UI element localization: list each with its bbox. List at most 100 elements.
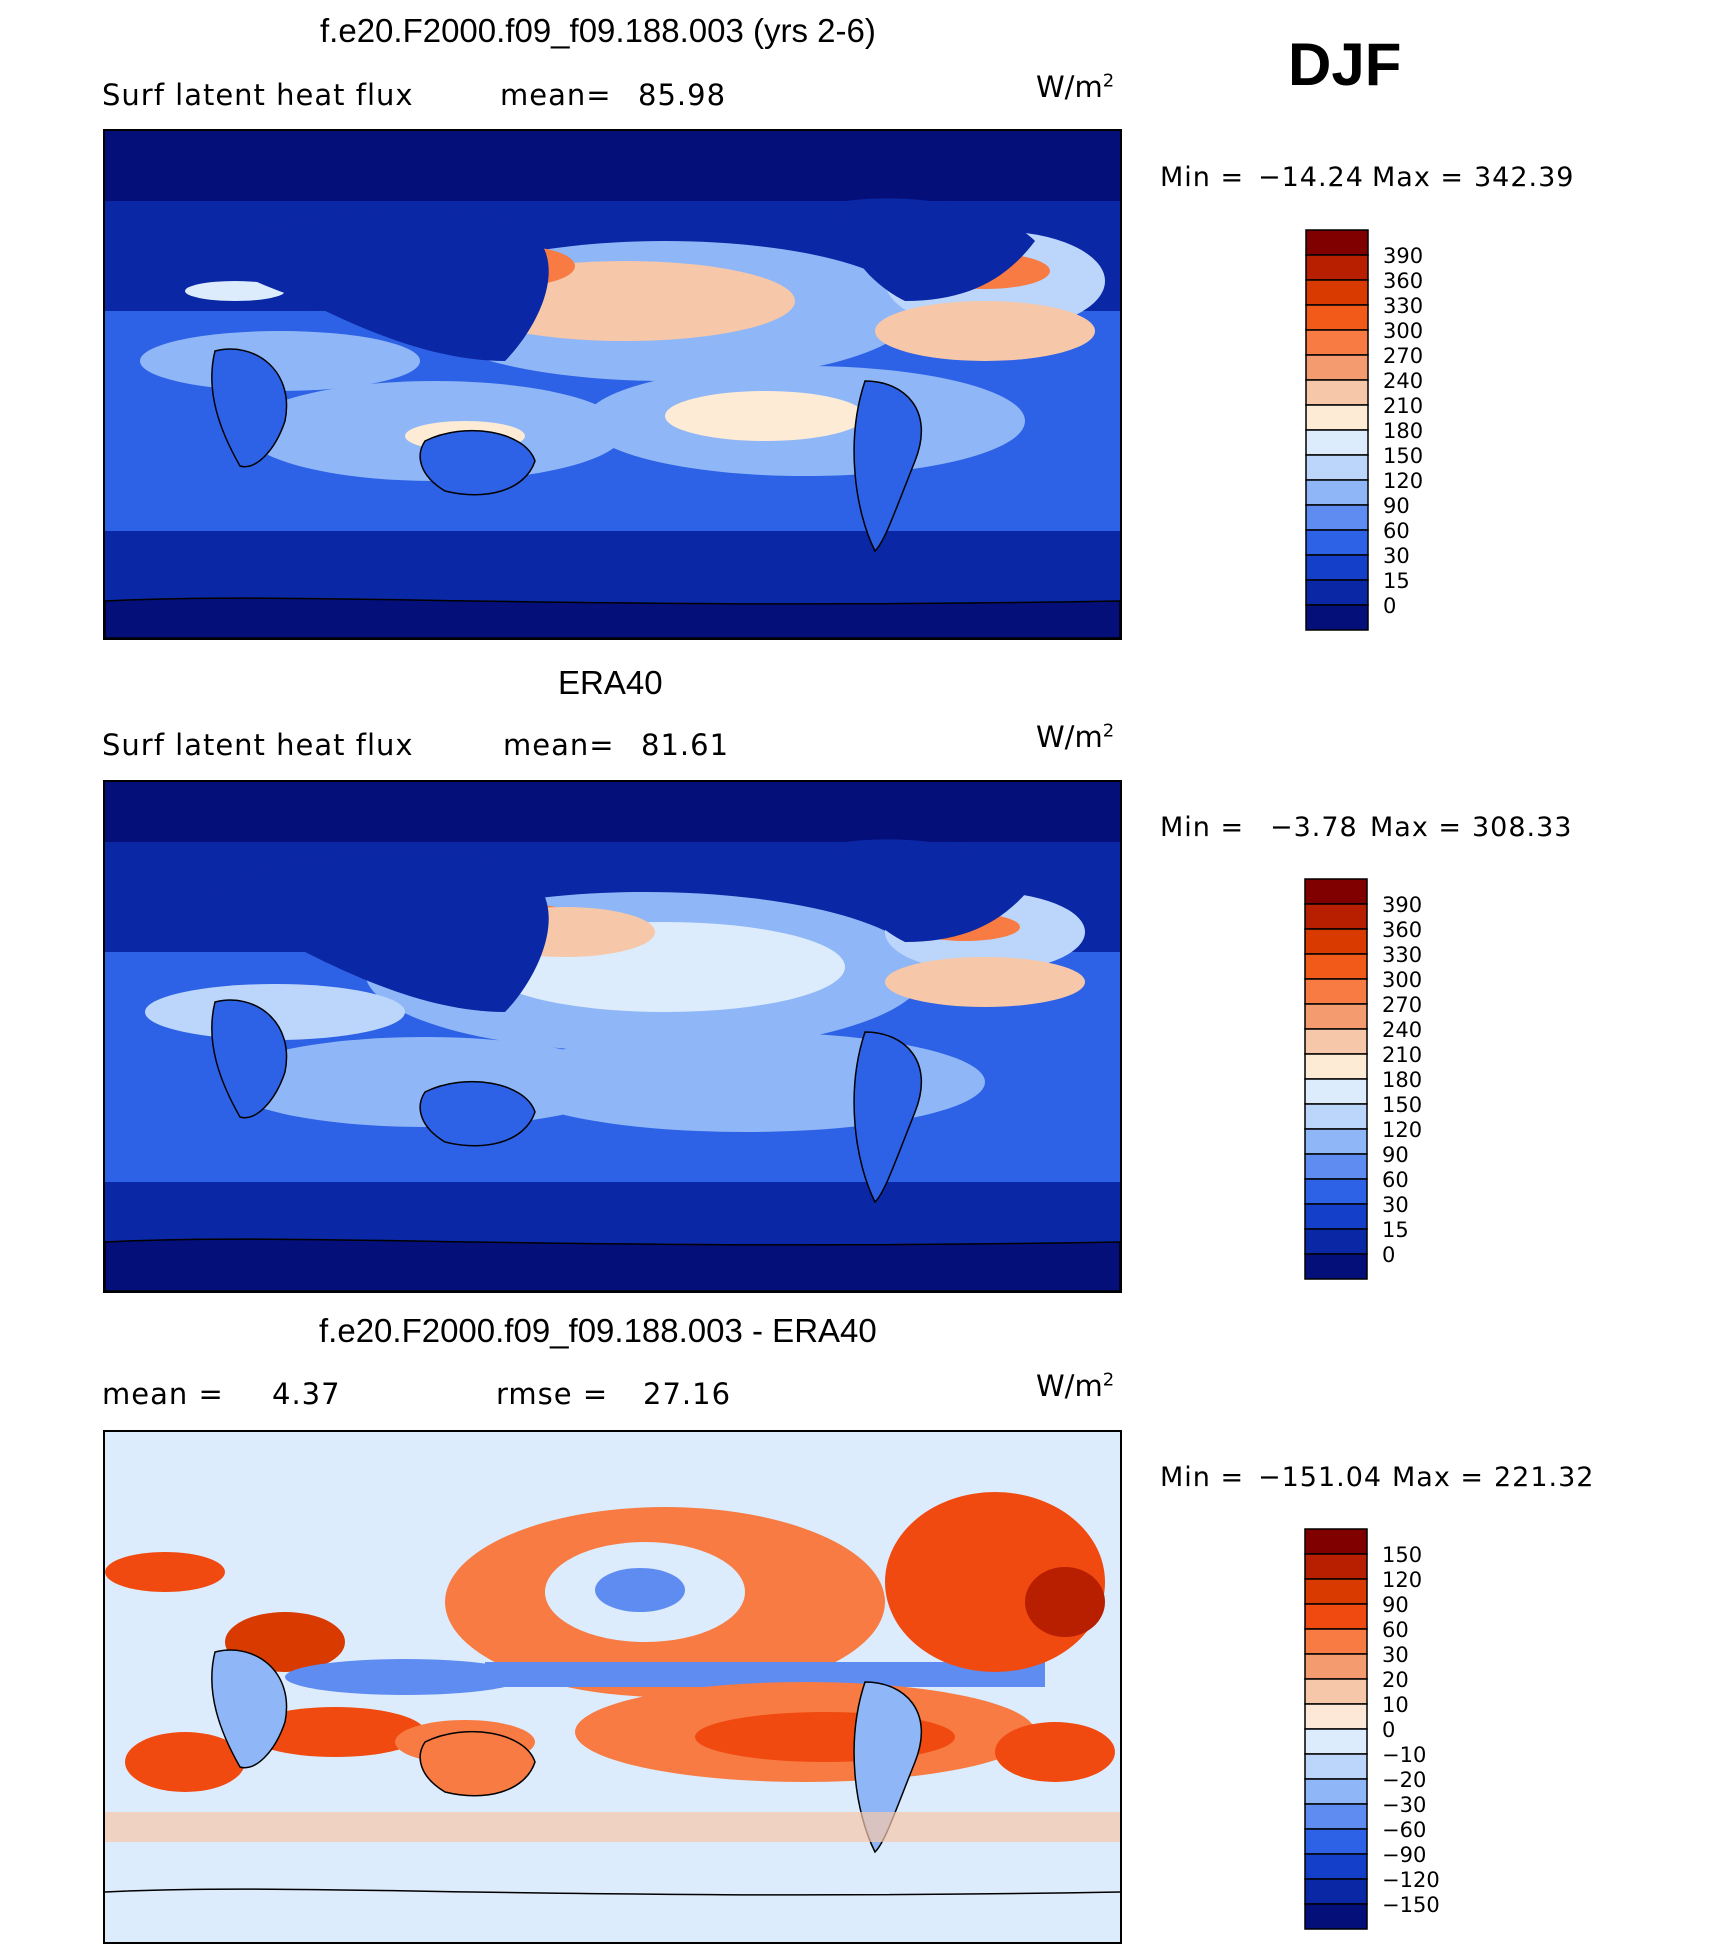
- panel2-map: [103, 780, 1122, 1293]
- colorbar-swatch: [1305, 554, 1369, 581]
- panel2-mean-label: mean=: [503, 728, 615, 762]
- panel3-mean-label: mean =: [102, 1377, 224, 1411]
- colorbar-swatch: [1304, 1678, 1368, 1705]
- colorbar-swatch: [1305, 329, 1369, 356]
- colorbar-label: −150: [1382, 1893, 1440, 1917]
- colorbar-label: 270: [1382, 993, 1422, 1017]
- panel2-max-value: 308.33: [1472, 812, 1573, 843]
- colorbar-label: 330: [1383, 294, 1423, 318]
- colorbar-label: 150: [1382, 1093, 1422, 1117]
- colorbar-swatch: [1304, 1578, 1368, 1605]
- panel3-min-label: Min =: [1160, 1462, 1245, 1493]
- colorbar-label: −120: [1382, 1868, 1440, 1892]
- colorbar-swatch: [1304, 1753, 1368, 1780]
- colorbar-swatch: [1304, 1003, 1368, 1030]
- panel3-colorbar: 150 120 90 60 30 20 10 0 −10 −20 −30 −60 −90 −120 −150: [1304, 1528, 1464, 1937]
- colorbar-swatch: [1304, 1903, 1368, 1930]
- colorbar-label: −10: [1382, 1743, 1426, 1767]
- panel1-max-label: Max =: [1372, 162, 1465, 193]
- colorbar-swatch: [1305, 454, 1369, 481]
- colorbar-swatch: [1305, 604, 1369, 631]
- colorbar-label: 330: [1382, 943, 1422, 967]
- colorbar-swatch: [1304, 1778, 1368, 1805]
- panel1-mean-label: mean=: [500, 78, 612, 112]
- colorbar-label: 20: [1382, 1668, 1409, 1692]
- colorbar-label: 30: [1382, 1643, 1409, 1667]
- colorbar-label: 180: [1382, 1068, 1422, 1092]
- colorbar-swatch: [1304, 878, 1368, 905]
- colorbar-swatch: [1304, 1103, 1368, 1130]
- colorbar-swatch: [1304, 928, 1368, 955]
- panel3-map: [103, 1430, 1122, 1944]
- colorbar-swatch: [1304, 1803, 1368, 1830]
- colorbar-swatch: [1304, 1178, 1368, 1205]
- colorbar-label: 90: [1382, 1593, 1409, 1617]
- colorbar-swatch: [1305, 379, 1369, 406]
- colorbar-swatch: [1304, 1153, 1368, 1180]
- colorbar-swatch: [1305, 229, 1369, 256]
- panel1-min-value: −14.24: [1258, 162, 1364, 193]
- colorbar-label: −30: [1382, 1793, 1426, 1817]
- colorbar-swatch: [1304, 1203, 1368, 1230]
- colorbar-swatch: [1304, 1828, 1368, 1855]
- colorbar-label: 0: [1382, 1718, 1395, 1742]
- colorbar-swatch: [1304, 1603, 1368, 1630]
- colorbar-swatch: [1304, 1853, 1368, 1880]
- colorbar-label: −90: [1382, 1843, 1426, 1867]
- panel2-mean-value: 81.61: [641, 728, 730, 762]
- colorbar-label: 150: [1383, 444, 1423, 468]
- colorbar-label: 30: [1382, 1193, 1409, 1217]
- panel1-title: f.e20.F2000.f09_f09.188.003 (yrs 2-6): [320, 12, 876, 49]
- colorbar-label: 210: [1383, 394, 1423, 418]
- colorbar-label: 300: [1383, 319, 1423, 343]
- colorbar-label: 30: [1383, 544, 1410, 568]
- panel1-max-value: 342.39: [1474, 162, 1575, 193]
- colorbar-swatch: [1305, 529, 1369, 556]
- colorbar-label: 390: [1382, 893, 1422, 917]
- panel1-map: [103, 129, 1122, 640]
- colorbar-swatch: [1305, 254, 1369, 281]
- colorbar-label: 240: [1383, 369, 1423, 393]
- panel2-unit: W/m2: [1036, 720, 1115, 754]
- panel3-rmse-value: 27.16: [643, 1377, 732, 1411]
- panel3-min-value: −151.04: [1258, 1462, 1383, 1493]
- colorbar-swatch: [1304, 1553, 1368, 1580]
- colorbar-label: 180: [1383, 419, 1423, 443]
- colorbar-swatch: [1305, 429, 1369, 456]
- colorbar-label: 300: [1382, 968, 1422, 992]
- colorbar-label: 60: [1383, 519, 1410, 543]
- panel1-variable-label: Surf latent heat flux: [102, 78, 414, 112]
- colorbar-label: 90: [1382, 1143, 1409, 1167]
- colorbar-swatch: [1304, 1628, 1368, 1655]
- colorbar-swatch: [1304, 1728, 1368, 1755]
- colorbar-label: 0: [1383, 594, 1396, 618]
- colorbar-label: 120: [1382, 1118, 1422, 1142]
- colorbar-label: 360: [1383, 269, 1423, 293]
- colorbar-swatch: [1305, 404, 1369, 431]
- colorbar-swatch: [1304, 1053, 1368, 1080]
- colorbar-swatch: [1304, 1653, 1368, 1680]
- colorbar-label: 360: [1382, 918, 1422, 942]
- colorbar-swatch: [1305, 304, 1369, 331]
- panel2-min-label: Min =: [1160, 812, 1245, 843]
- colorbar-swatch: [1304, 1228, 1368, 1255]
- colorbar-swatch: [1305, 479, 1369, 506]
- panel3-title: f.e20.F2000.f09_f09.188.003 - ERA40: [319, 1312, 877, 1349]
- colorbar-label: 120: [1382, 1568, 1422, 1592]
- season-label: DJF: [1288, 31, 1402, 98]
- panel2-title: ERA40: [558, 664, 663, 701]
- panel3-map-svg: [105, 1432, 1120, 1942]
- panel1-mean-value: 85.98: [638, 78, 727, 112]
- panel3-mean-value: 4.37: [272, 1377, 341, 1411]
- colorbar-label: −20: [1382, 1768, 1426, 1792]
- panel2-max-label: Max =: [1370, 812, 1463, 843]
- colorbar-swatch: [1305, 504, 1369, 531]
- panel2-min-value: −3.78: [1270, 812, 1358, 843]
- panel1-unit: W/m2: [1036, 70, 1115, 104]
- colorbar-label: 15: [1383, 569, 1410, 593]
- panel3-unit: W/m2: [1036, 1369, 1115, 1403]
- colorbar-swatch: [1304, 1528, 1368, 1555]
- colorbar-label: 15: [1382, 1218, 1409, 1242]
